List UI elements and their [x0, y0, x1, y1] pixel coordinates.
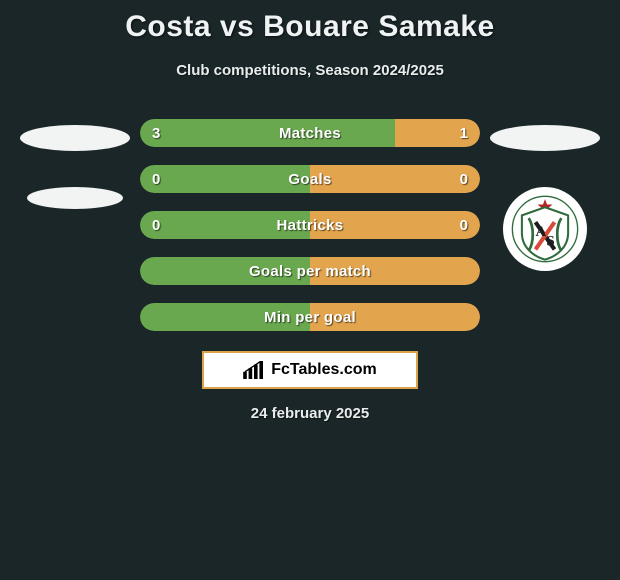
svg-text:S: S [546, 233, 554, 249]
stat-bar: 00Goals [140, 165, 480, 193]
stat-bars: 31Matches 00Goals 00Hattricks Goals per mat… [140, 119, 480, 331]
right-badge-top [490, 125, 600, 151]
brand-text: FcTables.com [271, 361, 377, 379]
left-badge-bottom [27, 187, 123, 209]
stat-label: Matches [140, 119, 480, 147]
brand-badge: FcTables.com [202, 351, 418, 389]
stat-bar: Goals per match [140, 257, 480, 285]
stat-label: Goals per match [140, 257, 480, 285]
comparison-infographic: Costa vs Bouare Samake Club competitions… [0, 0, 620, 430]
stat-bar: 31Matches [140, 119, 480, 147]
brand-chart-icon [243, 361, 265, 379]
date-text: 24 february 2025 [251, 405, 369, 422]
stat-label: Hattricks [140, 211, 480, 239]
stat-bar: 00Hattricks [140, 211, 480, 239]
club-crest-icon: A S [511, 195, 579, 263]
svg-text:A: A [535, 224, 546, 240]
left-player-col [10, 119, 140, 209]
stat-label: Min per goal [140, 303, 480, 331]
page-subtitle: Club competitions, Season 2024/2025 [176, 62, 444, 79]
stats-area: 31Matches 00Goals 00Hattricks Goals per mat… [0, 119, 620, 331]
club-crest: A S [503, 187, 587, 271]
right-player-col: A S [480, 119, 610, 271]
page-title: Costa vs Bouare Samake [125, 10, 495, 44]
stat-bar: Min per goal [140, 303, 480, 331]
stat-label: Goals [140, 165, 480, 193]
left-badge-top [20, 125, 130, 151]
